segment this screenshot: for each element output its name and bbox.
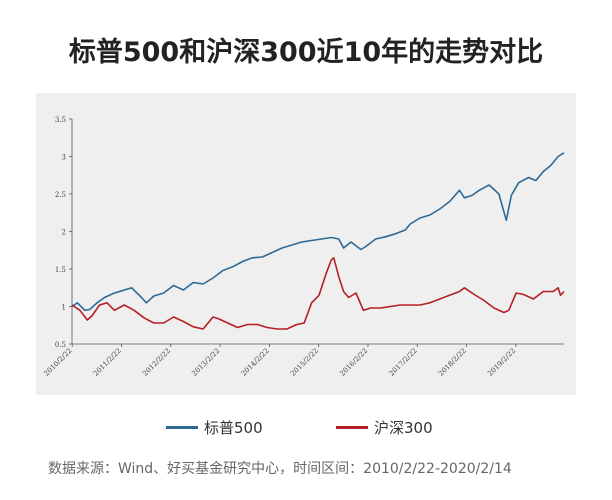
y-tick-label: 0.5	[55, 341, 66, 349]
x-tick-label: 2017/2/22	[388, 347, 419, 378]
y-tick-label: 3	[62, 154, 66, 162]
y-tick-label: 3.5	[55, 116, 66, 124]
series-layer	[71, 152, 565, 330]
legend-item-csi300: 沪深300	[336, 415, 433, 439]
data-source-note: 数据来源：Wind、好买基金研究中心，时间区间：2010/2/22-2020/2…	[48, 461, 512, 477]
axes: 0.5 1 1.5 2 2.5 3 3.5 2010/2/22 2011/2/22 2012/2/…	[43, 116, 564, 378]
legend-item-sp500: 标普500	[166, 415, 263, 439]
chart-panel: 0.5 1 1.5 2 2.5 3 3.5 2010/2/22 2011/2/22 2012/2/…	[36, 93, 576, 395]
x-tick-label: 2018/2/22	[437, 347, 468, 378]
series-line-sp500	[71, 152, 565, 312]
chart-title: 标普500和沪深300近10年的走势对比	[68, 37, 544, 68]
series-line-csi300	[71, 257, 565, 330]
legend-label-sp500: 标普500	[204, 418, 263, 437]
line-chart: 0.5 1 1.5 2 2.5 3 3.5 2010/2/22 2011/2/22 2012/2/…	[43, 116, 565, 378]
x-tick-label: 2019/2/22	[486, 347, 517, 378]
x-tick-label: 2016/2/22	[338, 347, 369, 378]
y-tick-label: 1.5	[55, 266, 66, 274]
y-tick-label: 2	[62, 229, 66, 237]
y-tick-label: 1	[62, 304, 66, 312]
x-tick-label: 2011/2/22	[92, 347, 123, 378]
legend-swatch-sp500	[166, 425, 198, 429]
x-tick-label: 2012/2/22	[141, 347, 172, 378]
y-tick-label: 2.5	[55, 191, 66, 199]
x-tick-label: 2015/2/22	[289, 347, 320, 378]
legend-label-csi300: 沪深300	[374, 418, 433, 437]
x-tick-label: 2013/2/22	[190, 347, 221, 378]
x-tick-label: 2014/2/22	[240, 347, 271, 378]
legend-swatch-csi300	[336, 425, 368, 429]
legend: 标普500 沪深300	[0, 415, 612, 439]
x-tick-label: 2010/2/22	[43, 347, 74, 378]
